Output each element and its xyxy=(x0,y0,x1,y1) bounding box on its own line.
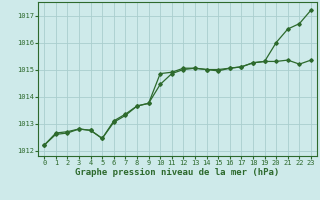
X-axis label: Graphe pression niveau de la mer (hPa): Graphe pression niveau de la mer (hPa) xyxy=(76,168,280,177)
